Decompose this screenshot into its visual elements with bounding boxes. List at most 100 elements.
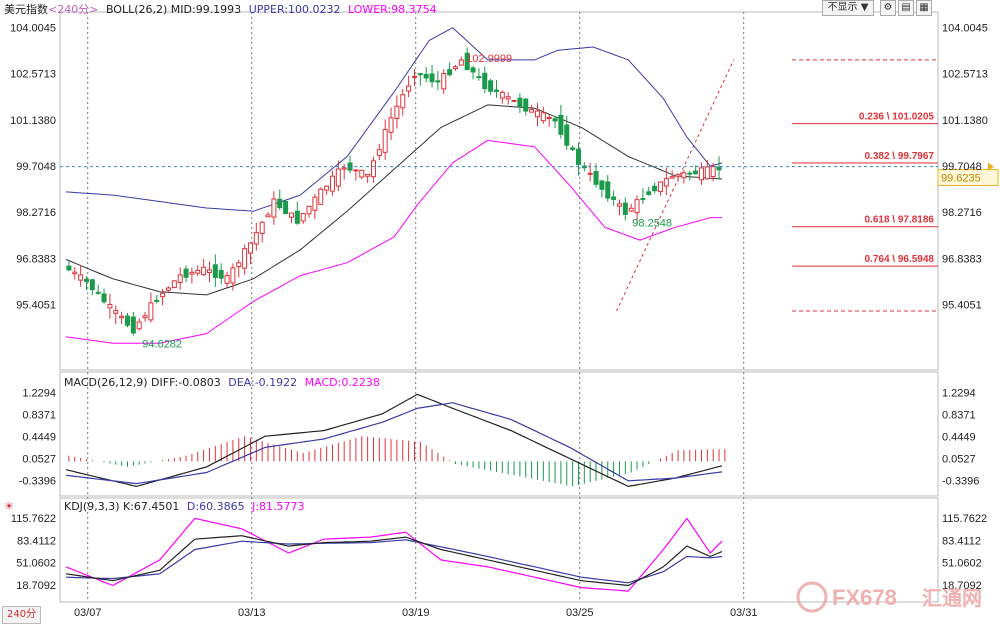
candle-body <box>288 212 294 218</box>
price-tick-right: 104.0045 <box>942 23 988 35</box>
candle-body <box>66 265 72 271</box>
candle-body <box>540 112 546 122</box>
candle-body <box>693 170 699 175</box>
price-tick-left: 104.0045 <box>10 23 56 35</box>
chart-icon[interactable]: ▤ <box>898 0 914 16</box>
candle-body <box>411 75 417 78</box>
candle-body <box>376 149 382 156</box>
indicator-dropdown[interactable]: 不显示 ▼ <box>822 0 874 16</box>
candle-body <box>177 274 183 284</box>
price-header: 美元指数<240分> BOLL(26,2) MID:99.1993 UPPER:… <box>4 1 437 17</box>
kdj-d: D:60.3865 <box>186 500 245 513</box>
watermark-cn: 汇通网 <box>922 586 982 610</box>
candle-body <box>218 269 224 279</box>
kdj-tick-left: 115.7622 <box>11 513 56 525</box>
macd-tick-right: 0.0527 <box>942 453 976 465</box>
candle-body <box>698 167 704 181</box>
macd-header: MACD(26,12,9) DIFF:-0.0803 DEA:-0.1922 M… <box>64 376 380 389</box>
sun-icon: ☀ <box>4 500 14 513</box>
candle-body <box>452 66 458 70</box>
candle-body <box>206 269 212 273</box>
grid-icon[interactable]: ▦ <box>916 0 932 16</box>
macd-panel <box>65 393 726 488</box>
macd-diff: DIFF:-0.0803 <box>151 376 221 389</box>
fib-level-label: 0.764 \ 96.5948 <box>864 254 934 265</box>
bollinger-bands <box>65 27 723 344</box>
candle-body <box>148 302 154 321</box>
candle-body <box>195 269 201 274</box>
candle-body <box>441 73 447 90</box>
boll-upper-line <box>65 27 723 212</box>
candle-body <box>359 169 365 178</box>
low-label-2: 98.2548 <box>632 218 672 230</box>
boll-label: BOLL(26,2) <box>105 3 168 16</box>
fx678-watermark: FX678 汇通网 <box>796 581 982 613</box>
price-tick-right: 98.2716 <box>942 207 982 219</box>
high-label: 102.9999 <box>466 53 512 65</box>
candle-body <box>124 315 130 326</box>
candle-body <box>499 91 505 99</box>
candle-body <box>458 59 464 66</box>
candle-body <box>564 124 570 146</box>
candle-body <box>488 80 494 92</box>
macd-label: MACD(26,12,9) <box>64 376 148 389</box>
candle-body <box>593 171 599 185</box>
fib-level-label: 0.618 \ 97.8186 <box>864 215 934 226</box>
candle-body <box>394 105 400 119</box>
candle-body <box>382 129 388 153</box>
candle-body <box>271 198 277 218</box>
candle-body <box>716 166 722 171</box>
current-price-box <box>937 169 999 187</box>
candle-body <box>599 180 605 190</box>
candle-body <box>575 148 581 166</box>
chart-labels: 03/07 03/13 03/19 03/25 03/31 104.0045 104.004… <box>10 23 988 619</box>
price-tick-right: 101.1380 <box>942 115 988 127</box>
candle-body <box>312 196 318 211</box>
price-tick-left: 96.8383 <box>16 253 56 265</box>
date-label-03/13: 03/13 <box>238 607 266 619</box>
candle-body <box>534 110 540 118</box>
candle-body <box>546 117 552 120</box>
candle-body <box>189 271 195 275</box>
candle-body <box>570 147 576 150</box>
candle-body <box>417 73 423 76</box>
candle-body <box>277 198 283 209</box>
candle-body <box>329 175 335 192</box>
date-label-03/07: 03/07 <box>74 607 102 619</box>
kdj-tick-left: 18.7092 <box>16 580 56 592</box>
kdj-tick-right: 18.7092 <box>942 580 982 592</box>
candle-body <box>493 89 499 92</box>
candle-body <box>616 203 622 207</box>
boll-mid: MID:99.1993 <box>170 3 242 16</box>
macd-tick-right: 0.8371 <box>942 410 976 422</box>
candle-body <box>447 69 453 76</box>
current-price-marker-icon <box>988 162 994 171</box>
boll-lower: LOWER:98.3754 <box>347 3 437 16</box>
timeframe-button[interactable]: 240分 <box>2 606 42 624</box>
candle-body <box>353 169 359 172</box>
candle-body <box>523 98 529 112</box>
date-label-03/31: 03/31 <box>730 607 758 619</box>
candle-body <box>628 207 634 212</box>
price-tick-left: 98.2716 <box>16 207 56 219</box>
macd-tick-left: 1.2294 <box>22 388 56 400</box>
macd-diff-line <box>65 393 723 488</box>
macd-tick-left: 0.4449 <box>22 431 56 443</box>
current-price-label: 99.6235 <box>941 173 981 185</box>
candle-body <box>388 117 394 133</box>
kdj-header: KDJ(9,3,3) K:67.4501 D:60.3865 J:81.5773 <box>64 500 305 513</box>
settings-icon[interactable]: ⚙ <box>880 0 896 16</box>
candle-body <box>89 279 95 291</box>
candle-body <box>306 205 312 215</box>
candle-body <box>605 181 611 199</box>
price-tick-left: 102.5713 <box>10 69 56 81</box>
fib-level-label: 0.236 \ 101.0205 <box>859 112 935 123</box>
macd-tick-left: 0.8371 <box>22 410 56 422</box>
kdj-k-line <box>65 535 723 587</box>
candle-body <box>517 97 523 108</box>
price-tick-right: 99.7048 <box>942 161 982 173</box>
candle-body <box>476 76 482 79</box>
candle-body <box>675 174 681 177</box>
candle-body <box>236 262 242 268</box>
candle-body <box>294 210 300 224</box>
